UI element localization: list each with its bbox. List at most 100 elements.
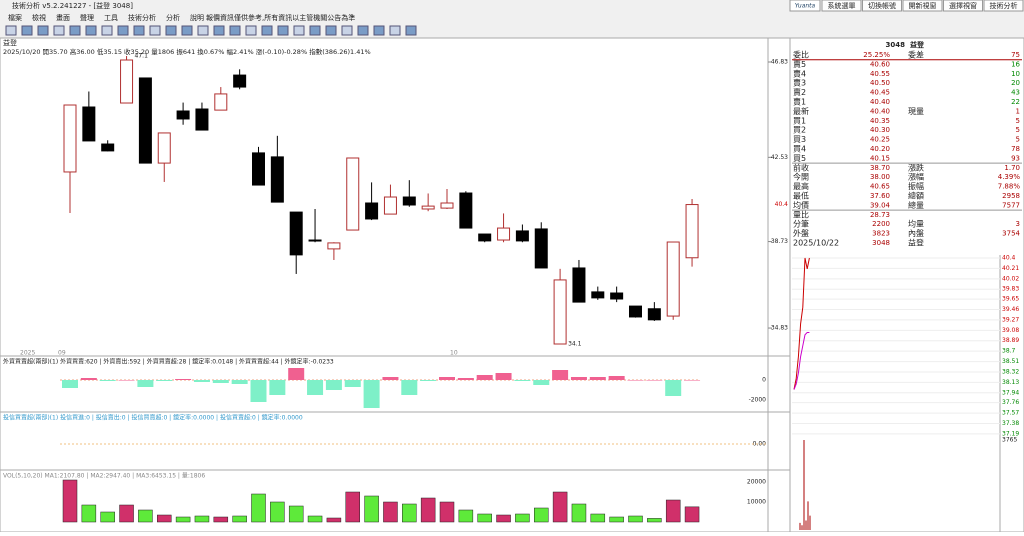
menu-item[interactable]: 檔案: [8, 13, 22, 22]
foreign-bar: [212, 380, 229, 383]
candle-body: [402, 196, 416, 206]
quote-value: 4.39%: [998, 173, 1021, 181]
candle-body: [270, 156, 284, 203]
quote-value: 2958: [1002, 192, 1020, 200]
foreign-bar: [495, 373, 512, 380]
foreign-bar: [646, 380, 663, 381]
intraday-tick-label: 38.13: [1002, 379, 1019, 386]
window-button[interactable]: [902, 0, 943, 12]
current-price: 40.4: [775, 201, 789, 208]
date-label: 2025: [20, 350, 35, 357]
window-button[interactable]: [862, 0, 902, 12]
stock-name: 益登: [3, 38, 17, 47]
candle-body: [346, 157, 360, 231]
candle-body: [63, 104, 77, 173]
candle-body: [214, 93, 228, 111]
intraday-price-line: [793, 257, 810, 390]
volume-bar: [288, 505, 304, 523]
volume-bar: [175, 516, 191, 523]
price-tick-label: 46.83: [771, 59, 788, 66]
foreign-bar: [325, 380, 342, 390]
quote-label: 買1: [793, 116, 806, 125]
volume-bar: [647, 518, 662, 523]
volume-bar: [138, 509, 153, 523]
volume-bar: [402, 503, 417, 523]
intraday-avg-line: [793, 332, 810, 390]
bar-info: 2025/10/20 開35.70 高36.00 低35.15 收35.20 量…: [3, 47, 371, 56]
menu-item[interactable]: 聲理: [80, 13, 94, 22]
menu-item[interactable]: 檢視: [32, 13, 46, 22]
quote-label: 益登: [908, 238, 924, 248]
quote-label: 買5: [793, 154, 806, 163]
quote-value: 20: [1011, 79, 1020, 87]
quote-label: 前收: [793, 162, 809, 172]
toolbar-icon: [85, 25, 97, 36]
foreign-bar: [231, 380, 248, 384]
foreign-bar: [344, 380, 361, 387]
quote-value: 38.00: [870, 173, 890, 181]
menu-item[interactable]: 畫面: [56, 13, 70, 22]
toolbar-icon: [229, 25, 241, 36]
window-button[interactable]: [943, 0, 983, 12]
quote-value: 43: [1011, 89, 1020, 97]
toolbar-icon: [261, 25, 273, 36]
volume-bar: [100, 511, 115, 523]
quote-value: 40.25: [870, 136, 890, 144]
quote-value: 22: [1011, 98, 1020, 106]
quote-value: 40.55: [870, 70, 890, 78]
menu-item[interactable]: 說明: [190, 13, 204, 22]
date-label: 10: [450, 350, 458, 357]
price-tick-label: 34.83: [771, 325, 788, 332]
intraday-tick-label: 38.32: [1002, 368, 1019, 375]
candle-body: [365, 202, 379, 220]
intraday-tick-label: 38.7: [1002, 348, 1016, 355]
quote-value: 3048: [872, 239, 890, 247]
quote-label: 總額: [908, 191, 924, 201]
volume-bar: [213, 516, 229, 523]
volume-bar: [420, 497, 436, 523]
candle-body: [327, 242, 341, 250]
trust-tick-label: 0.00: [753, 441, 767, 448]
quote-label: 內盤: [908, 228, 924, 238]
volume-bar: [270, 501, 285, 523]
window-button-label[interactable]: 開新視窗: [909, 1, 937, 10]
volume-bar: [477, 513, 492, 523]
window-button-label[interactable]: 系統選單: [828, 1, 856, 10]
quote-label: 賣3: [793, 78, 806, 88]
volume-header: VOL(5,10,20) MA1:2107.80 | MA2:2947.40 |…: [3, 473, 205, 480]
intraday-volume-tick: 3765: [1002, 437, 1017, 444]
candle-body: [157, 132, 171, 164]
volume-bar: [81, 504, 97, 523]
window-button-label[interactable]: 選擇視窗: [949, 1, 977, 10]
intraday-tick-label: 39.65: [1002, 296, 1019, 303]
foreign-bar: [269, 380, 286, 395]
menu-item[interactable]: 分析: [166, 13, 180, 22]
quote-value: 1: [1016, 107, 1020, 115]
toolbar-icon: [405, 25, 417, 36]
window-button-label[interactable]: 切換帳號: [868, 1, 896, 10]
window-title: 技術分析 v5.2.241227 - [益登 3048]: [12, 1, 133, 10]
intraday-tick-label: 37.38: [1002, 420, 1019, 427]
window-button[interactable]: [821, 0, 862, 12]
foreign-header: 外資買賣超(兩部)(1) 外資買賣:620 | 外資賣出:592 | 外資買賣超…: [3, 358, 334, 366]
quote-pane: [789, 37, 1024, 533]
window-button-label[interactable]: 技術分析: [990, 1, 1018, 10]
intraday-tick-label: 39.27: [1002, 316, 1019, 323]
quote-label: 漲跌: [908, 162, 924, 172]
window-button[interactable]: [983, 0, 1024, 12]
foreign-bar: [401, 380, 418, 395]
quote-label: 今開: [793, 172, 809, 182]
foreign-bar: [250, 380, 267, 402]
toolbar-icon: [133, 25, 145, 36]
volume-bar: [307, 515, 323, 523]
quote-label: 賣2: [793, 87, 806, 97]
low-mark: 34.1: [568, 341, 582, 348]
quote-label: 賣1: [793, 97, 806, 107]
menu-item[interactable]: 工具: [104, 14, 118, 22]
quote-value: 93: [1011, 154, 1020, 162]
price-tick-label: 38.73: [771, 238, 788, 245]
menu-item[interactable]: 技術分析: [128, 13, 156, 22]
quote-label: 量比: [793, 209, 809, 219]
intraday-tick-label: 39.83: [1002, 286, 1019, 293]
